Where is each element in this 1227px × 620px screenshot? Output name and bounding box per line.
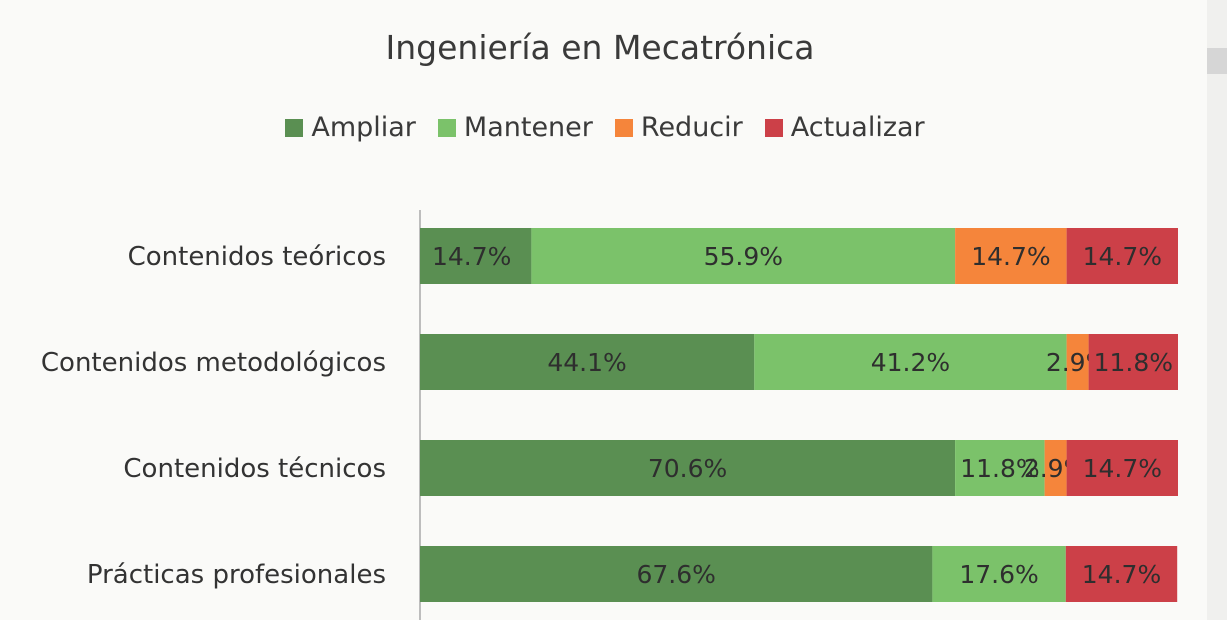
- bar-segment-2-0: [420, 440, 956, 496]
- bar-segment-1-1: [754, 334, 1067, 390]
- data-label-1-0: 44.1%: [547, 348, 626, 377]
- data-label-2-0: 70.6%: [648, 454, 727, 483]
- bar-segment-3-3: [1065, 546, 1178, 602]
- legend-item-1: Mantener: [437, 112, 593, 143]
- legend-label-3: Actualizar: [790, 112, 925, 143]
- legend-swatch-1: [437, 118, 456, 137]
- category-label-1: Contenidos metodológicos: [41, 348, 386, 378]
- bar-segment-0-1: [531, 228, 956, 284]
- bar-segment-2-3: [1066, 440, 1178, 496]
- data-label-3-0: 67.6%: [636, 560, 715, 589]
- legend-label-0: Ampliar: [311, 112, 416, 143]
- bar-segment-0-3: [1066, 228, 1178, 284]
- legend-item-3: Actualizar: [764, 112, 925, 143]
- data-label-0-1: 55.9%: [704, 242, 783, 271]
- legend-swatch-0: [285, 118, 304, 137]
- legend-swatch-2: [614, 118, 633, 137]
- legend-label-2: Reducir: [640, 112, 743, 143]
- bar-segment-2-1: [955, 440, 1045, 496]
- bar-segment-0-0: [420, 228, 532, 284]
- bar-segment-1-3: [1088, 334, 1178, 390]
- bar-segment-1-0: [420, 334, 755, 390]
- legend-label-1: Mantener: [463, 112, 593, 143]
- bar-segment-2-2: [1044, 440, 1067, 496]
- chart-title: Ingeniería en Mecatrónica: [385, 28, 815, 67]
- data-label-2-3: 14.7%: [1083, 454, 1162, 483]
- legend-swatch-3: [764, 118, 783, 137]
- data-label-3-3: 14.7%: [1082, 560, 1161, 589]
- bar-segment-3-0: [420, 546, 933, 602]
- data-label-0-2: 14.7%: [971, 242, 1050, 271]
- category-label-3: Prácticas profesionales: [87, 560, 386, 590]
- category-label-0: Contenidos teóricos: [128, 242, 386, 272]
- data-label-2-1: 11.8%: [960, 454, 1039, 483]
- data-label-3-1: 17.6%: [959, 560, 1038, 589]
- data-label-0-3: 14.7%: [1083, 242, 1162, 271]
- bar-segment-1-2: [1066, 334, 1089, 390]
- category-label-2: Contenidos técnicos: [123, 454, 386, 484]
- data-label-1-1: 41.2%: [871, 348, 950, 377]
- legend-item-2: Reducir: [614, 112, 743, 143]
- data-label-1-3: 11.8%: [1094, 348, 1173, 377]
- scan-tab: [1207, 48, 1227, 74]
- bar-segment-3-1: [932, 546, 1066, 602]
- data-label-0-0: 14.7%: [432, 242, 511, 271]
- legend-item-0: Ampliar: [285, 112, 416, 143]
- scan-edge: [1207, 0, 1227, 620]
- chart-legend: Ampliar Mantener Reducir Actualizar: [0, 112, 1210, 143]
- bar-segment-0-2: [955, 228, 1067, 284]
